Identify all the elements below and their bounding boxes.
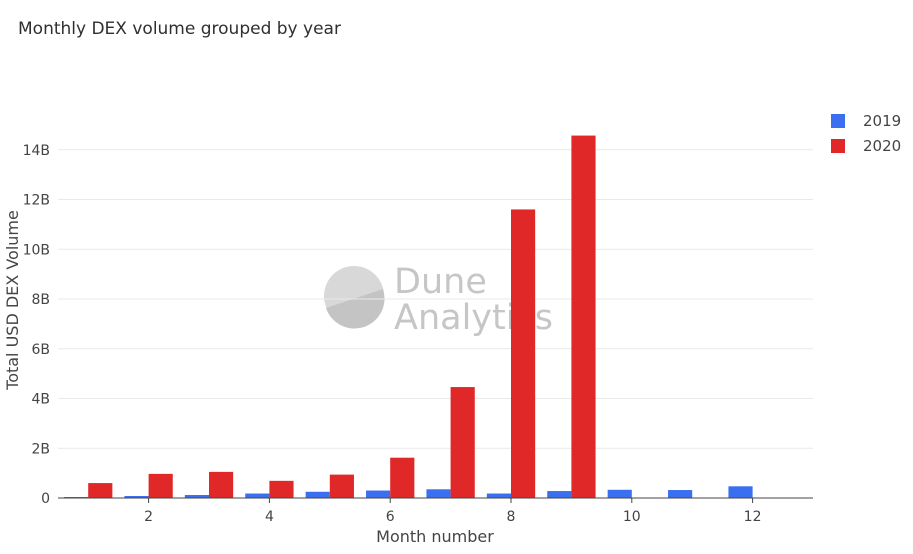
y-tick-label: 10B — [23, 242, 50, 258]
bar-2020-month-3 — [209, 471, 234, 498]
bar-2019-month-5 — [305, 491, 330, 498]
x-tick-label: 12 — [744, 509, 762, 525]
legend-label-2020: 2020 — [863, 136, 902, 155]
bar-2019-month-12 — [728, 486, 753, 498]
x-tick-label: 10 — [623, 509, 641, 525]
y-tick-label: 8B — [31, 292, 50, 308]
bar-2020-month-4 — [269, 480, 294, 498]
y-tick-label: 0 — [41, 491, 50, 507]
bar-2019-month-6 — [366, 490, 391, 498]
x-tick-label: 4 — [265, 509, 274, 525]
legend-item-2019[interactable]: 2019 — [831, 108, 901, 133]
legend: 2019 2020 — [831, 108, 901, 158]
bar-2019-month-7 — [426, 489, 451, 498]
y-tick-label: 12B — [23, 193, 50, 209]
bar-2019-month-4 — [245, 493, 270, 498]
bar-2019-month-8 — [486, 493, 511, 498]
bar-2019-month-11 — [668, 490, 693, 498]
bar-2019-month-2 — [124, 496, 149, 498]
x-tick-label: 6 — [386, 509, 395, 525]
bar-2020-month-5 — [329, 474, 354, 498]
x-tick-label: 8 — [507, 509, 516, 525]
x-tick-label: 2 — [144, 509, 153, 525]
bar-2020-month-8 — [511, 209, 536, 498]
legend-item-2020[interactable]: 2020 — [831, 133, 901, 158]
y-tick-label: 4B — [31, 392, 50, 408]
grid — [58, 149, 813, 449]
legend-label-2019: 2019 — [863, 111, 902, 130]
bar-2019-month-10 — [607, 489, 632, 498]
chart-title: Monthly DEX volume grouped by year — [18, 19, 341, 39]
watermark-line1: Dune — [394, 262, 487, 302]
bar-2020-month-2 — [148, 473, 173, 498]
y-tick-label: 2B — [31, 441, 50, 457]
bars — [64, 135, 753, 499]
bar-2020-month-9 — [571, 135, 596, 499]
bar-2019-month-9 — [547, 491, 572, 498]
y-tick-label: 6B — [31, 342, 50, 358]
bar-2020-month-7 — [450, 387, 475, 498]
bar-2020-month-1 — [88, 483, 113, 498]
bar-2020-month-6 — [390, 457, 415, 498]
x-axis-title: Month number — [376, 527, 494, 546]
bar-2019-month-3 — [184, 495, 209, 498]
y-axis-title: Total USD DEX Volume — [3, 210, 22, 391]
legend-swatch-2019 — [831, 113, 845, 128]
axes: 0 2B 4B 6B 8B 10B 12B 14B 2 4 6 8 10 12 — [23, 143, 813, 525]
legend-swatch-2020 — [831, 138, 845, 153]
y-tick-label: 14B — [23, 143, 50, 159]
